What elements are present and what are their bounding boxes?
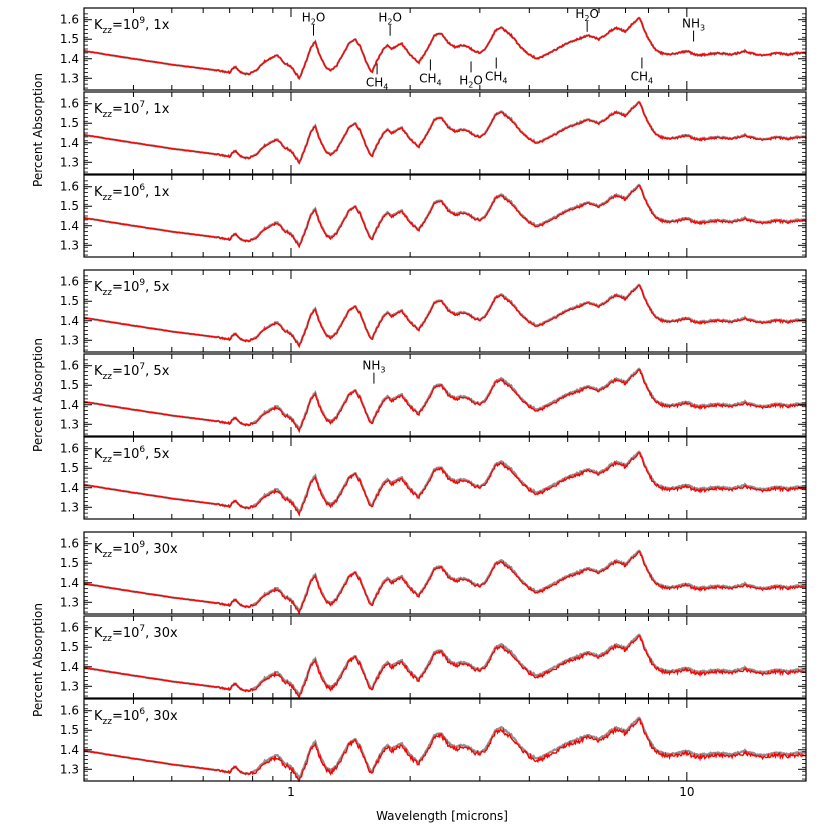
- y-tick-label: 1.6: [60, 13, 79, 27]
- panel-4: 1.3 1.4 1.5 1.6 Kzz=109, 5x: [60, 269, 807, 353]
- y-tick-label: 1.5: [60, 461, 79, 475]
- panel-label: Kzz=107, 30x: [94, 624, 178, 644]
- model-spectrum-line: [83, 184, 807, 249]
- molecule-annotation: H2O: [302, 11, 326, 27]
- y-tick-label: 1.3: [60, 417, 79, 431]
- model-spectrum-line: [83, 368, 807, 434]
- model-spectrum-line: [83, 101, 807, 165]
- model-spectrum-line: [83, 718, 807, 783]
- reference-spectrum-line: [83, 100, 807, 165]
- x-tick-label: 1: [287, 785, 295, 799]
- y-tick-label: 1.4: [60, 52, 79, 66]
- y-tick-label: 1.5: [60, 556, 79, 570]
- panel-1: 1.3 1.4 1.5 1.6 Kzz=109, 1x: [60, 7, 807, 91]
- panel-frame: [83, 174, 807, 258]
- panel-9: 1.3 1.4 1.5 1.6 Kzz=106, 30x: [60, 698, 807, 783]
- molecule-annotation: NH3: [682, 17, 705, 33]
- reference-spectrum-line: [83, 549, 807, 614]
- reference-spectrum-line: [83, 283, 807, 348]
- molecule-annotation: H2O: [459, 73, 483, 89]
- reference-spectrum-line: [83, 183, 807, 248]
- y-tick-label: 1.4: [60, 314, 79, 328]
- model-spectrum-line: [83, 635, 807, 701]
- panel-label: Kzz=109, 1x: [94, 16, 170, 36]
- model-spectrum-line: [83, 550, 807, 616]
- reference-spectrum-line: [83, 716, 807, 781]
- y-tick-label: 1.3: [60, 155, 79, 169]
- panel-3: 1.3 1.4 1.5 1.6 Kzz=106, 1x: [60, 174, 807, 258]
- model-spectrum-line: [83, 284, 807, 349]
- y-tick-label: 1.5: [60, 199, 79, 213]
- reference-spectrum-line: [83, 633, 807, 698]
- reference-spectrum-line: [83, 450, 807, 515]
- panel-stack: 1.3 1.4 1.5 1.6 Kzz=109, 1x 1.3 1.4 1.5 1.6 Kzz=1…: [60, 7, 807, 799]
- y-tick-label: 1.5: [60, 640, 79, 654]
- panel-frame: [83, 91, 807, 175]
- y-tick-label: 1.3: [60, 500, 79, 514]
- panel-2: 1.3 1.4 1.5 1.6 Kzz=107, 1x: [60, 91, 807, 175]
- y-tick-label: 1.6: [60, 359, 79, 373]
- y-tick-label: 1.4: [60, 576, 79, 590]
- molecule-annotation: CH4: [485, 69, 507, 85]
- panel-5: 1.3 1.4 1.5 1.6 Kzz=107, 5x: [60, 353, 807, 437]
- panel-label: Kzz=109, 30x: [94, 540, 178, 560]
- y-tick-label: 1.5: [60, 116, 79, 130]
- panel-label: Kzz=107, 5x: [94, 362, 170, 382]
- y-tick-label: 1.5: [60, 294, 79, 308]
- y-tick-label: 1.4: [60, 660, 79, 674]
- panel-label: Kzz=106, 1x: [94, 183, 170, 203]
- molecule-annotation: CH4: [631, 69, 654, 85]
- y-tick-label: 1.6: [60, 621, 79, 635]
- panel-8: 1.3 1.4 1.5 1.6 Kzz=107, 30x: [60, 615, 807, 701]
- y-axis-label-5x: Percent Absorption: [31, 338, 45, 452]
- y-tick-label: 1.4: [60, 398, 79, 412]
- panel-frame: [83, 269, 807, 353]
- molecule-annotation: CH4: [419, 71, 442, 87]
- y-tick-label: 1.6: [60, 97, 79, 111]
- molecule-annotation: H2O: [575, 7, 599, 23]
- y-tick-label: 1.5: [60, 378, 79, 392]
- model-spectrum-line: [83, 17, 807, 80]
- panel-6: 1.3 1.4 1.5 1.6 Kzz=106, 5x: [60, 436, 807, 520]
- y-tick-label: 1.3: [60, 595, 79, 609]
- y-tick-label: 1.5: [60, 32, 79, 46]
- y-tick-label: 1.3: [60, 71, 79, 85]
- model-spectrum-line: [83, 452, 807, 517]
- y-tick-label: 1.4: [60, 481, 79, 495]
- y-tick-label: 1.4: [60, 219, 79, 233]
- y-tick-label: 1.6: [60, 442, 79, 456]
- panel-frame: [83, 353, 807, 437]
- molecule-annotation: H2O: [378, 11, 402, 27]
- reference-spectrum-line: [83, 367, 807, 432]
- panel-label: Kzz=109, 5x: [94, 278, 170, 298]
- y-tick-label: 1.3: [60, 762, 79, 776]
- molecule-annotation: NH3: [362, 359, 385, 375]
- y-tick-label: 1.6: [60, 180, 79, 194]
- y-tick-label: 1.3: [60, 333, 79, 347]
- y-tick-label: 1.4: [60, 136, 79, 150]
- y-tick-label: 1.6: [60, 537, 79, 551]
- x-axis-label: Wavelength [microns]: [376, 809, 508, 823]
- panel-label: Kzz=107, 1x: [94, 100, 170, 120]
- y-tick-label: 1.3: [60, 238, 79, 252]
- y-axis-label-30x: Percent Absorption: [31, 603, 45, 717]
- y-tick-label: 1.5: [60, 723, 79, 737]
- panel-label: Kzz=106, 5x: [94, 445, 170, 465]
- panel-7: 1.3 1.4 1.5 1.6 Kzz=109, 30x: [60, 531, 807, 616]
- panel-frame: [83, 436, 807, 520]
- y-axis-label-1x: Percent Absorption: [31, 73, 45, 187]
- panel-label: Kzz=106, 30x: [94, 707, 178, 727]
- y-tick-label: 1.6: [60, 275, 79, 289]
- molecule-annotation: CH4: [366, 75, 389, 91]
- y-tick-label: 1.4: [60, 743, 79, 757]
- y-tick-label: 1.3: [60, 679, 79, 693]
- y-tick-label: 1.6: [60, 704, 79, 718]
- x-tick-label: 10: [679, 785, 694, 799]
